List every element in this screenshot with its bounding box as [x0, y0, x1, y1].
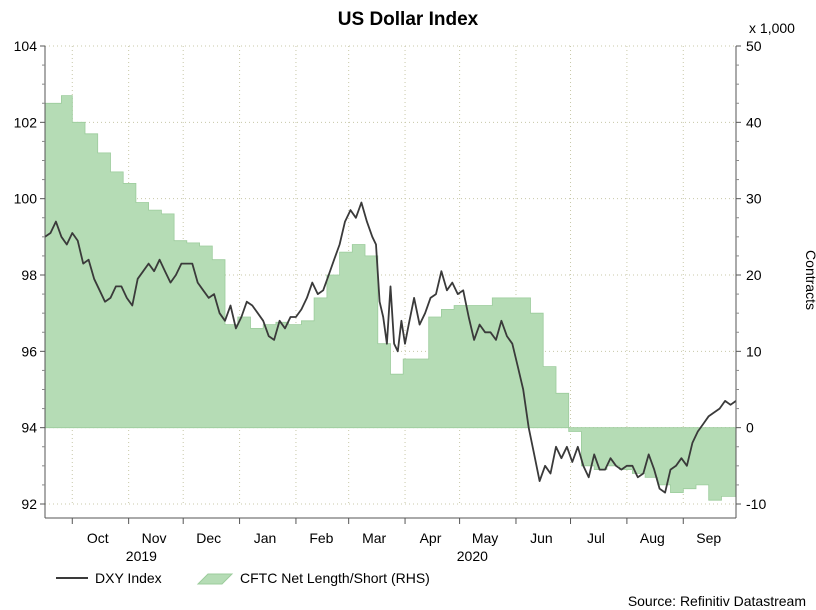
axes — [44, 46, 737, 519]
year-label: 2020 — [457, 548, 488, 564]
right-tick-label: 40 — [746, 114, 762, 130]
right-axis-label: Contracts — [803, 250, 816, 310]
cftc-area — [44, 95, 737, 501]
month-label: Oct — [87, 530, 109, 546]
month-label: Sep — [696, 530, 721, 546]
month-label: Apr — [420, 530, 442, 546]
source-note: Source: Refinitiv Datastream — [628, 593, 806, 609]
month-label: Feb — [309, 530, 333, 546]
legend-cftc-swatch — [196, 573, 234, 585]
right-tick-label: -10 — [746, 496, 766, 512]
right-tick-label: 20 — [746, 267, 762, 283]
left-tick-label: 102 — [14, 114, 38, 130]
month-label: Dec — [196, 530, 221, 546]
legend: DXY Index CFTC Net Length/Short (RHS) — [56, 570, 430, 586]
month-label: Mar — [362, 530, 386, 546]
dxy-line — [44, 201, 737, 494]
chart-title: US Dollar Index — [338, 9, 479, 30]
left-tick-label: 98 — [21, 267, 37, 283]
left-tick-label: 94 — [21, 420, 37, 436]
right-axis-ticks: -10 0 10 20 30 40 50 — [736, 38, 766, 512]
month-label: Jun — [530, 530, 553, 546]
dxy-series — [44, 201, 737, 494]
right-tick-label: 0 — [746, 420, 754, 436]
month-label: Jul — [587, 530, 605, 546]
legend-dxy-label: DXY Index — [95, 570, 162, 586]
right-axis-multiplier-label: x 1,000 — [749, 20, 795, 36]
right-tick-label: 10 — [746, 343, 762, 359]
left-tick-label: 92 — [21, 496, 37, 512]
right-tick-label: 50 — [746, 38, 762, 54]
left-axis-ticks: 92 94 96 98 100 102 104 — [14, 38, 45, 512]
month-label: Jan — [254, 530, 277, 546]
year-label: 2019 — [126, 548, 157, 564]
month-label: May — [472, 530, 498, 546]
left-tick-label: 104 — [14, 38, 38, 54]
legend-cftc-label: CFTC Net Length/Short (RHS) — [240, 570, 430, 586]
x-axis-month-labels: Oct Nov Dec Jan Feb Mar Apr May Jun Jul Aug Sep 2019… — [71, 518, 721, 564]
cftc-series — [44, 95, 737, 501]
left-tick-label: 100 — [14, 191, 38, 207]
month-label: Nov — [142, 530, 167, 546]
left-tick-label: 96 — [21, 343, 37, 359]
month-label: Aug — [640, 530, 665, 546]
right-tick-label: 30 — [746, 191, 762, 207]
